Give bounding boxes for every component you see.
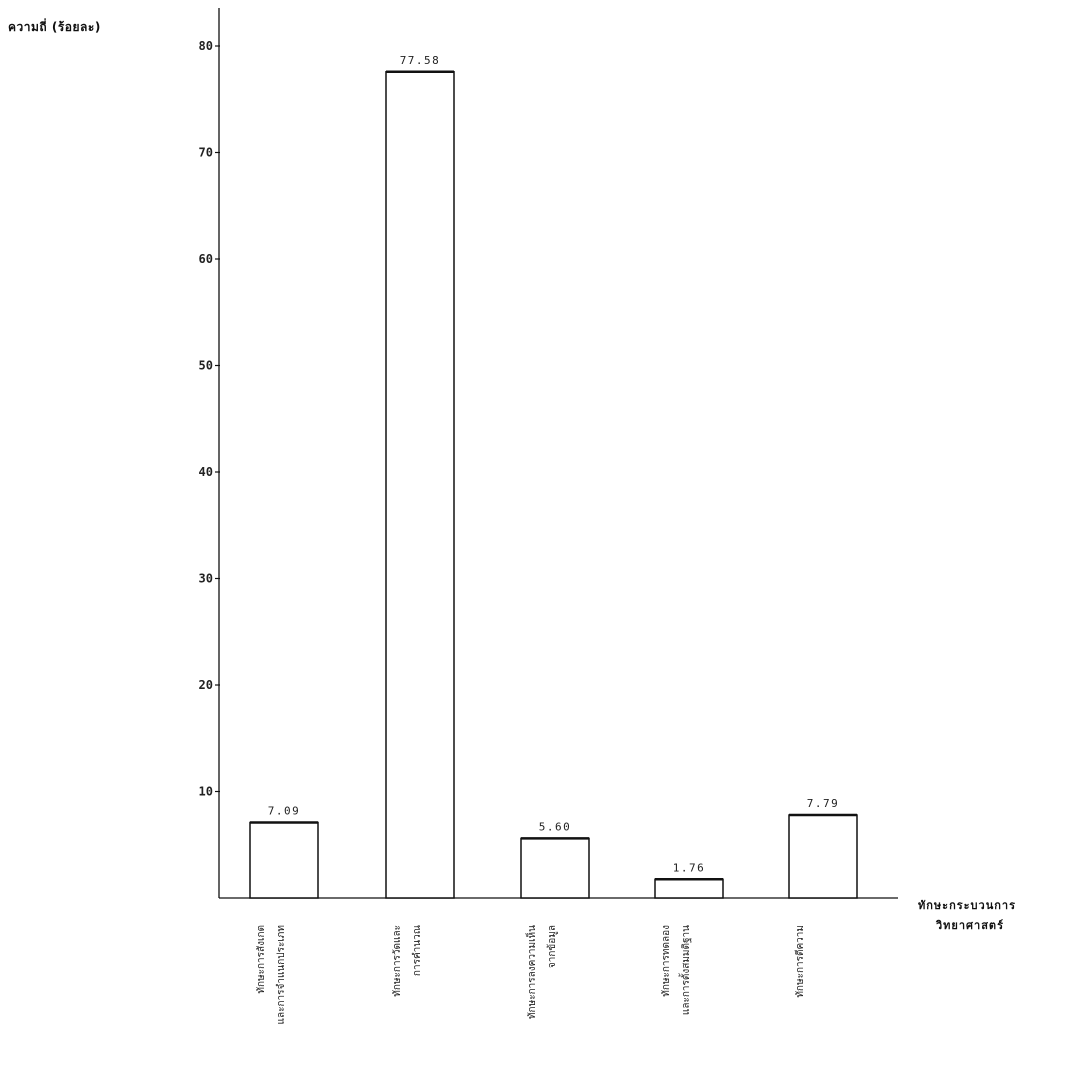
bar-value-label: 7.09 xyxy=(268,804,301,817)
y-tick-label: 10 xyxy=(199,785,213,799)
x-axis-title-line2: วิทยาศาสตร์ xyxy=(936,919,1004,932)
x-tick-label: และการจำแนกประเภท xyxy=(276,925,287,1025)
y-tick-label: 40 xyxy=(199,465,213,479)
bar-value-label: 5.60 xyxy=(539,820,572,833)
bar-value-label: 1.76 xyxy=(673,861,706,874)
bar xyxy=(249,821,319,899)
y-tick-label: 20 xyxy=(199,678,213,692)
x-tick-label: ทักษะการทดลอง xyxy=(661,925,672,997)
x-tick-label: จากข้อมูล xyxy=(546,925,558,968)
x-tick-label: ทักษะการตีความ xyxy=(794,925,806,998)
x-tick-label: ทักษะการวัดและ xyxy=(392,925,403,997)
y-tick-label: 60 xyxy=(199,252,213,266)
y-tick-label: 50 xyxy=(199,359,213,373)
bar-value-label: 77.58 xyxy=(400,54,441,67)
bar xyxy=(520,837,590,899)
x-tick-label: ทักษะการสังเกต xyxy=(256,925,267,994)
bar xyxy=(385,71,455,899)
y-tick-label: 80 xyxy=(199,39,213,53)
y-axis-title: ความถี่ (ร้อยละ) xyxy=(8,20,101,34)
y-tick-label: 30 xyxy=(199,572,213,586)
bar xyxy=(788,814,858,899)
x-axis-title: ทักษะกระบวนการ วิทยาศาสตร์ xyxy=(918,896,1068,936)
y-tick-label: 70 xyxy=(199,146,213,160)
bar-value-label: 7.79 xyxy=(807,797,840,810)
x-tick-label: และการตั้งสมมติฐาน xyxy=(678,925,692,1015)
bar xyxy=(654,878,724,899)
x-tick-label: ทักษะการลงความเห็น xyxy=(524,925,538,1019)
x-tick-label: การคำนวณ xyxy=(412,925,423,976)
x-axis-title-line1: ทักษะกระบวนการ xyxy=(918,899,1016,912)
